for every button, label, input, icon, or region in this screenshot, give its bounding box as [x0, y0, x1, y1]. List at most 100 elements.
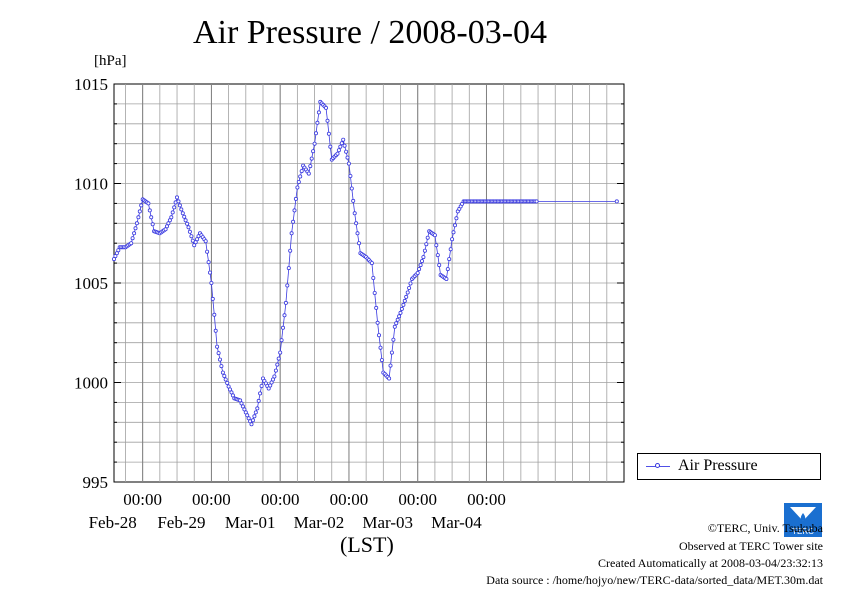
x-tick-date-label: Feb-29	[157, 513, 205, 532]
data-point	[369, 261, 374, 266]
data-point	[166, 221, 171, 226]
y-tick-label: 1000	[74, 374, 108, 393]
data-point	[447, 257, 452, 262]
data-point	[454, 216, 459, 221]
data-point	[444, 276, 449, 281]
data-point	[203, 239, 208, 244]
data-point	[182, 214, 187, 219]
data-point	[172, 205, 177, 210]
data-point	[336, 148, 341, 153]
data-point	[398, 310, 403, 315]
data-point	[421, 255, 426, 260]
legend-marker-swatch	[655, 463, 660, 468]
data-point	[219, 364, 224, 369]
x-tick-time-label: 00:00	[398, 490, 437, 509]
data-point	[344, 149, 349, 154]
data-point	[291, 219, 296, 224]
data-point	[394, 321, 399, 326]
legend: Air Pressure	[637, 453, 821, 480]
data-point	[223, 377, 228, 382]
data-point	[451, 230, 456, 235]
data-point	[345, 155, 350, 160]
logo-text: TERC	[792, 527, 814, 536]
data-point	[259, 383, 264, 388]
data-point	[258, 391, 263, 396]
x-tick-time-label: 00:00	[330, 490, 369, 509]
x-tick-date-label: Feb-28	[89, 513, 137, 532]
data-point	[424, 242, 429, 247]
data-point	[348, 173, 353, 178]
data-point	[419, 259, 424, 264]
x-tick-time-label: 00:00	[467, 490, 506, 509]
data-point	[186, 225, 191, 230]
data-point	[240, 404, 245, 409]
data-point	[137, 209, 142, 214]
data-point	[266, 386, 271, 391]
data-point	[192, 243, 197, 248]
data-point	[295, 185, 300, 190]
data-point	[315, 120, 320, 125]
y-tick-label: 1015	[74, 75, 108, 94]
data-point	[134, 221, 139, 226]
data-point	[407, 285, 412, 290]
data-point	[434, 243, 439, 248]
data-point	[311, 149, 316, 154]
data-point	[388, 363, 393, 368]
data-point	[253, 410, 258, 415]
chart-title: Air Pressure / 2008-03-04	[192, 14, 548, 51]
data-point	[285, 283, 290, 288]
data-point	[418, 263, 423, 268]
data-point	[450, 237, 455, 242]
data-point	[210, 296, 215, 301]
data-point	[217, 357, 222, 362]
data-point	[372, 290, 377, 295]
data-point	[374, 305, 379, 310]
data-point	[130, 236, 135, 241]
data-point	[309, 156, 314, 161]
data-point	[276, 356, 281, 361]
data-point	[312, 141, 317, 146]
data-point	[146, 201, 151, 206]
data-point	[341, 137, 346, 142]
data-point	[313, 131, 318, 136]
data-point	[354, 221, 359, 226]
data-point	[133, 226, 138, 231]
data-point	[397, 314, 402, 319]
data-point	[395, 317, 400, 322]
data-point	[408, 281, 413, 286]
terc-logo: TERC	[784, 503, 822, 537]
data-point	[189, 234, 194, 239]
data-point	[326, 131, 331, 136]
data-point	[252, 414, 257, 419]
data-point	[139, 203, 144, 208]
data-point	[415, 270, 420, 275]
data-point	[282, 313, 287, 318]
data-point	[435, 253, 440, 258]
data-point	[222, 373, 227, 378]
x-tick-date-label: Mar-04	[431, 513, 482, 532]
x-tick-date-label: Mar-02	[294, 513, 345, 532]
data-point	[376, 333, 381, 338]
data-point	[283, 300, 288, 305]
data-point	[275, 362, 280, 367]
data-point	[437, 263, 442, 268]
data-point	[308, 164, 313, 169]
y-tick-label: 1010	[74, 175, 108, 194]
data-point	[422, 248, 427, 253]
data-point	[216, 351, 221, 356]
data-point	[378, 345, 383, 350]
data-point	[187, 229, 192, 234]
x-tick-date-label: Mar-03	[362, 513, 413, 532]
data-point	[299, 169, 304, 174]
data-point	[445, 267, 450, 272]
data-point	[352, 211, 357, 216]
x-axis-label: (LST)	[340, 532, 394, 557]
data-point	[177, 203, 182, 208]
data-point	[288, 248, 293, 253]
data-point	[338, 144, 343, 149]
data-point	[150, 222, 155, 227]
data-point	[180, 211, 185, 216]
data-point	[342, 143, 347, 148]
data-point	[205, 249, 210, 254]
